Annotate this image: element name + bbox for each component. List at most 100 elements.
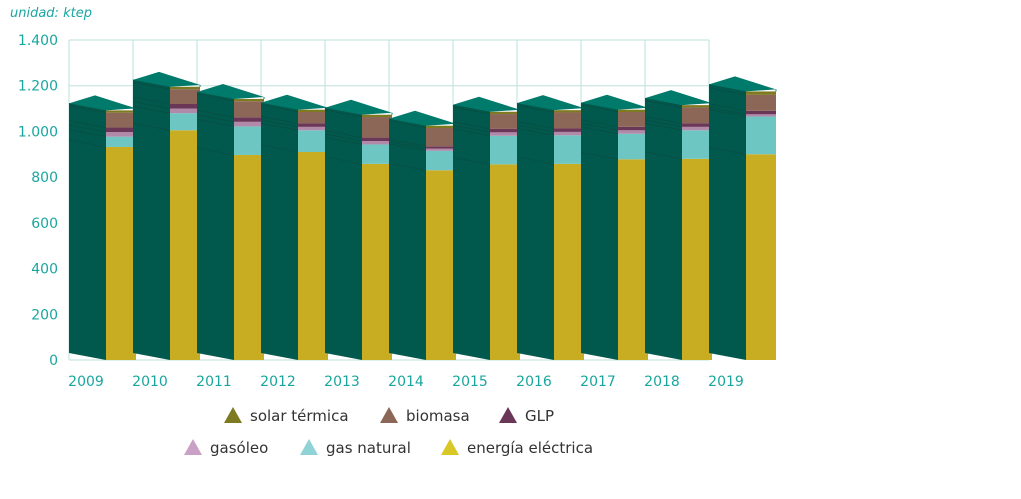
bar-side-layer bbox=[388, 141, 427, 149]
bar-side-layer bbox=[196, 119, 235, 127]
legend-item-glp: GLP bbox=[499, 407, 554, 425]
bar-segment-biomasa bbox=[426, 128, 456, 147]
bar-segment-gasoleo bbox=[618, 130, 648, 134]
bar-side-layer bbox=[324, 133, 363, 142]
y-tick-label: 1.000 bbox=[18, 124, 58, 140]
bar-side-face bbox=[69, 103, 106, 361]
bar-top-face bbox=[709, 76, 776, 92]
bar-segment-biomasa bbox=[362, 117, 392, 138]
legend-label: solar térmica bbox=[250, 407, 349, 425]
bar-segment-solar-termica bbox=[682, 105, 712, 108]
bar-top-face bbox=[133, 71, 200, 87]
bar-segment-biomasa bbox=[234, 101, 264, 118]
bar-side-layer bbox=[388, 162, 427, 171]
bar-side-layer bbox=[68, 105, 107, 113]
bar-top-face bbox=[389, 110, 456, 126]
bar-side-layer bbox=[260, 122, 299, 131]
bar-side-face bbox=[645, 98, 682, 361]
bar-segment-solar-termica bbox=[362, 114, 392, 118]
bar-segment-solar-termica bbox=[426, 125, 456, 128]
x-tick-label: 2012 bbox=[260, 374, 296, 390]
bar-side-layer bbox=[708, 106, 747, 115]
bar-side-layer bbox=[196, 109, 235, 118]
bar-side-layer bbox=[196, 114, 235, 123]
bar-segment-glp bbox=[490, 128, 520, 133]
bar-segment-gas-natural bbox=[426, 150, 456, 171]
legend-marker-icon bbox=[380, 407, 398, 423]
x-tick-label: 2010 bbox=[132, 374, 168, 390]
bar-side-layer bbox=[644, 116, 683, 124]
x-tick-label: 2014 bbox=[388, 374, 424, 390]
unit-label: unidad: ktep bbox=[10, 6, 92, 21]
bar-side-layer bbox=[260, 104, 299, 113]
bar-segment-gasoleo bbox=[234, 121, 264, 127]
bar-side-face bbox=[389, 118, 426, 360]
x-tick-label: 2011 bbox=[196, 374, 232, 390]
bar-top-face bbox=[453, 96, 520, 112]
bar-side-face bbox=[133, 79, 170, 360]
legend-item-gasoleo: gasóleo bbox=[184, 439, 268, 457]
bar-segment-gasoleo bbox=[170, 108, 200, 114]
y-tick-label: 200 bbox=[31, 307, 58, 323]
bar-segment-gasoleo bbox=[554, 131, 584, 136]
y-tick-label: 1.400 bbox=[18, 33, 58, 49]
bar-side-layer bbox=[260, 119, 299, 128]
bar-segment-solar-termica bbox=[618, 109, 648, 112]
legend: solar térmica biomasa GLP gasóleo gas natura… bbox=[184, 407, 593, 457]
legend-label: gas natural bbox=[326, 439, 411, 457]
bar-segment-gas-natural bbox=[618, 133, 648, 160]
bar-side-layer bbox=[644, 151, 683, 160]
bar-group-2012 bbox=[260, 94, 329, 360]
bar-segment-gasoleo bbox=[682, 126, 712, 131]
y-tick-label: 800 bbox=[31, 170, 58, 186]
bar-segment-solar-termica bbox=[234, 98, 264, 102]
bar-segment-solar-termica bbox=[746, 91, 776, 95]
bar-segment-energia-electrica bbox=[234, 154, 264, 360]
bar-group-2018 bbox=[644, 90, 713, 361]
bar-group-2011 bbox=[196, 83, 265, 360]
bar-segment-gasoleo bbox=[106, 132, 136, 137]
legend-marker-icon bbox=[224, 407, 242, 423]
legend-marker-icon bbox=[441, 439, 459, 455]
bar-side-layer bbox=[580, 104, 619, 113]
bar-side-layer bbox=[516, 121, 555, 129]
bar-side-layer bbox=[516, 128, 555, 136]
bar-side-layer bbox=[324, 109, 363, 118]
bar-group-2010 bbox=[132, 71, 201, 360]
bar-side-layer bbox=[708, 146, 747, 155]
bar-segment-energia-electrica bbox=[746, 154, 776, 360]
bar-side-layer bbox=[452, 125, 491, 133]
y-tick-label: 1.200 bbox=[18, 79, 58, 95]
bar-top-face bbox=[517, 95, 584, 111]
bar-side-face bbox=[581, 102, 618, 360]
x-tick-label: 2017 bbox=[580, 374, 616, 390]
bar-segment-gas-natural bbox=[554, 135, 584, 164]
bar-side-layer bbox=[388, 143, 427, 152]
bar-series bbox=[68, 71, 777, 361]
bar-side-layer bbox=[644, 119, 683, 128]
legend-item-biomasa: biomasa bbox=[380, 407, 470, 425]
bar-side-face bbox=[709, 84, 746, 360]
bar-side-face bbox=[325, 107, 362, 360]
legend-item-gas-natural: gas natural bbox=[300, 439, 411, 457]
bar-segment-energia-electrica bbox=[618, 159, 648, 360]
bar-segment-biomasa bbox=[746, 94, 776, 111]
bar-segment-energia-electrica bbox=[490, 164, 520, 360]
bar-side-layer bbox=[452, 106, 491, 115]
bar-segment-glp bbox=[170, 104, 200, 109]
bar-side-layer bbox=[644, 122, 683, 131]
bar-side-layer bbox=[388, 120, 427, 129]
legend-label: energía eléctrica bbox=[467, 439, 593, 457]
y-tick-label: 0 bbox=[49, 353, 58, 369]
bar-side-layer bbox=[580, 119, 619, 128]
bar-segment-solar-termica bbox=[490, 111, 520, 115]
bar-segment-gasoleo bbox=[490, 132, 520, 136]
bar-segment-glp bbox=[106, 127, 136, 133]
y-tick-label: 600 bbox=[31, 216, 58, 232]
bar-group-2016 bbox=[516, 95, 585, 361]
y-tick-label: 400 bbox=[31, 262, 58, 278]
bar-side-layer bbox=[644, 100, 683, 108]
legend-label: GLP bbox=[525, 407, 554, 425]
legend-label: biomasa bbox=[406, 407, 470, 425]
bar-side-layer bbox=[132, 101, 171, 109]
